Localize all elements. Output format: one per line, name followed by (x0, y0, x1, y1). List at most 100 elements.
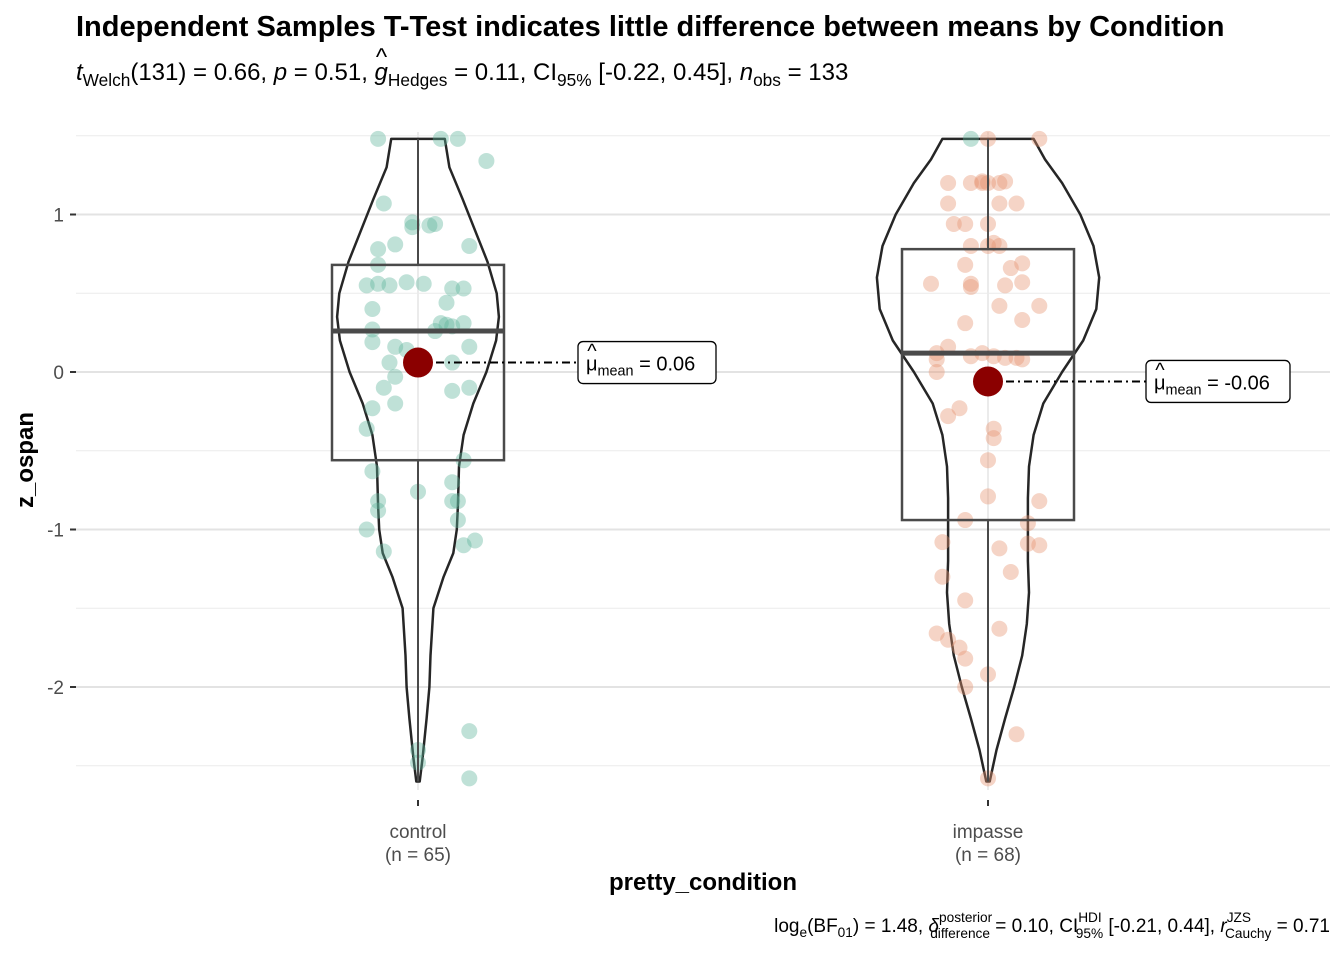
y-tick-label: -1 (47, 521, 64, 542)
data-point (945, 215, 962, 232)
grid-lines (76, 132, 1330, 790)
data-point (1019, 515, 1036, 532)
data-point (991, 175, 1008, 191)
mean-point (403, 347, 433, 378)
data-point (1002, 260, 1019, 277)
data-point (923, 275, 939, 292)
data-point (455, 280, 472, 297)
data-point (980, 488, 996, 505)
data-point (444, 354, 461, 371)
chart-title: Independent Samples T-Test indicates lit… (76, 11, 1224, 43)
data-point (364, 463, 381, 480)
y-tick-label: 0 (53, 363, 64, 384)
data-point (951, 400, 968, 417)
data-point (461, 238, 478, 254)
data-point (940, 408, 957, 425)
mean-label: μmean = 0.06 (586, 354, 695, 380)
data-point (370, 241, 387, 258)
data-point (934, 568, 951, 585)
data-point (997, 277, 1014, 294)
violin-control (335, 137, 501, 783)
data-point (432, 130, 449, 147)
data-point (375, 543, 392, 560)
data-point (951, 639, 968, 656)
data-point (940, 195, 957, 212)
data-point (940, 175, 957, 191)
data-point (1031, 130, 1048, 147)
data-point (358, 420, 375, 437)
data-point (1008, 726, 1025, 743)
data-point (427, 215, 444, 232)
x-axis: control(n = 65) impasse(n = 68) (385, 800, 1023, 866)
g-hat-accent: ^ (376, 44, 388, 71)
data-point (432, 315, 449, 332)
data-point (404, 214, 421, 231)
data-point (940, 631, 957, 648)
data-point (1031, 493, 1048, 510)
data-point (991, 195, 1008, 212)
mean-label-box (577, 340, 717, 385)
data-point (375, 379, 392, 396)
data-point (364, 334, 381, 351)
data-point (444, 493, 461, 510)
chart-subtitle: tWelch(131) = 0.66, p = 0.51, gHedges = … (76, 59, 848, 90)
data-point (461, 723, 478, 740)
data-point (957, 679, 974, 695)
data-point (962, 238, 979, 254)
data-point (358, 277, 375, 294)
box-impasse (900, 247, 1076, 522)
data-point (985, 430, 1002, 447)
y-axis-title: z_ospan (12, 412, 39, 508)
mean-point (973, 366, 1003, 397)
data-point (928, 364, 945, 380)
violins (335, 137, 1101, 783)
y-axis: -2 -1 0 1 (47, 206, 76, 699)
data-point (1014, 255, 1031, 272)
mean-label-box (1145, 359, 1291, 404)
data-point (957, 650, 974, 667)
mean-label: μmean = -0.06 (1154, 372, 1270, 398)
data-point (985, 234, 1002, 251)
data-point (1031, 537, 1048, 554)
data-point (957, 256, 974, 273)
data-point (444, 474, 461, 491)
data-point (438, 294, 455, 311)
data-point (381, 277, 398, 294)
data-point (449, 512, 466, 529)
data-point (1014, 312, 1031, 329)
data-point (375, 195, 392, 212)
data-point (934, 534, 951, 551)
y-tick-label: -2 (47, 678, 64, 699)
data-point (962, 130, 979, 147)
data-point (449, 130, 466, 147)
data-point (381, 354, 398, 371)
data-point (370, 502, 387, 519)
data-point (387, 338, 404, 355)
data-point (444, 382, 461, 399)
data-point (991, 297, 1008, 314)
x-tick-n-label: (n = 65) (385, 845, 451, 866)
data-point (962, 278, 979, 295)
data-point (358, 521, 375, 538)
data-point (962, 175, 979, 191)
data-point (370, 130, 387, 147)
data-point (364, 301, 381, 317)
data-point (1014, 274, 1031, 291)
boxplots (330, 138, 1076, 782)
data-point (461, 770, 478, 787)
data-point (980, 452, 996, 469)
x-tick-n-label: (n = 68) (955, 845, 1021, 866)
data-point (467, 532, 483, 549)
data-point (404, 219, 421, 236)
data-point (1031, 297, 1048, 314)
data-point (928, 625, 945, 642)
x-tick-label: control (389, 822, 446, 843)
data-point (957, 315, 974, 332)
x-axis-title: pretty_condition (609, 869, 797, 896)
data-point (1002, 564, 1019, 581)
data-point (957, 592, 974, 609)
data-points (358, 130, 1048, 787)
x-tick-label: impasse (953, 822, 1024, 843)
chart-caption: loge(BF01) = 1.48, δposterior difference … (774, 910, 1330, 941)
